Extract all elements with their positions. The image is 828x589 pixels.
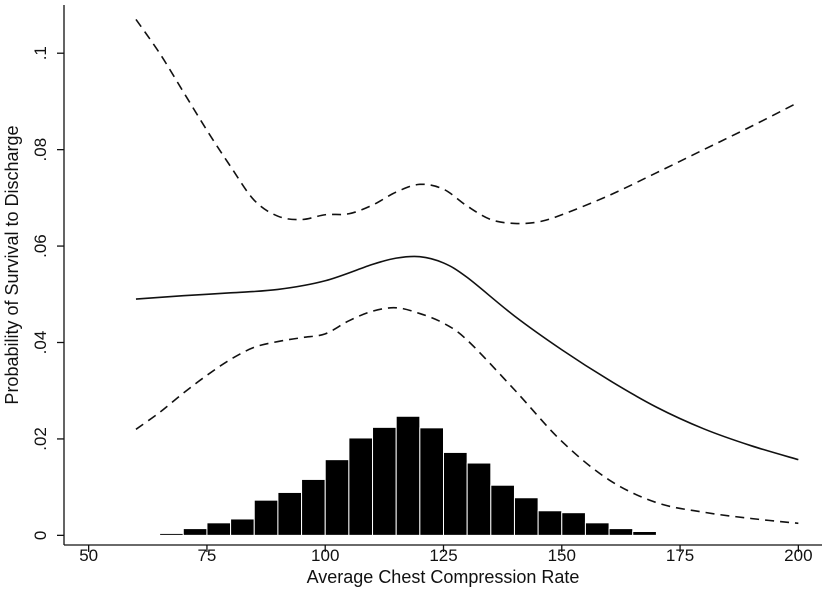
histogram-bar — [135, 533, 161, 536]
y-axis-ticks: 0 .02 .04 .06 .08 .1 — [31, 46, 64, 540]
histogram-bar — [443, 451, 468, 536]
y-tick-label: .04 — [31, 331, 50, 355]
histogram-bar — [490, 484, 515, 536]
histogram-bar — [513, 497, 539, 536]
histogram-bar — [584, 522, 610, 536]
series-layer — [135, 19, 799, 525]
histogram-bar — [206, 522, 232, 536]
histogram-bar — [608, 528, 634, 536]
y-tick-label: .02 — [31, 427, 50, 451]
histogram-bar — [419, 427, 444, 536]
confidence-band-line — [135, 19, 799, 225]
histogram-bar — [395, 415, 421, 536]
histogram-layer — [135, 415, 657, 536]
x-tick-label: 100 — [311, 546, 339, 565]
histogram-bar — [182, 528, 208, 536]
histogram-bar — [561, 512, 586, 536]
y-tick-label: .06 — [31, 234, 50, 258]
histogram-bar — [372, 426, 397, 536]
histogram-bar — [230, 518, 255, 536]
histogram-bar — [277, 491, 303, 536]
x-tick-label: 150 — [548, 546, 576, 565]
histogram-bar — [159, 532, 184, 536]
x-tick-label: 50 — [79, 546, 98, 565]
x-tick-label: 200 — [784, 546, 812, 565]
histogram-bar — [632, 531, 657, 536]
x-tick-label: 175 — [666, 546, 694, 565]
y-tick-label: 0 — [31, 531, 50, 540]
y-tick-label: .08 — [31, 138, 50, 162]
histogram-bar — [253, 499, 279, 536]
x-axis-label: Average Chest Compression Rate — [307, 567, 580, 587]
histogram-bar — [301, 478, 326, 536]
histogram-bar — [537, 510, 563, 536]
x-axis-ticks: 50 75 100 125 150 175 200 — [79, 545, 813, 565]
estimate-line — [135, 255, 799, 461]
histogram-bar — [324, 459, 350, 536]
y-axis-label: Probability of Survival to Discharge — [2, 125, 22, 404]
histogram-bar — [348, 437, 374, 536]
x-tick-label: 125 — [429, 546, 457, 565]
histogram-bar — [466, 462, 492, 536]
x-tick-label: 75 — [197, 546, 216, 565]
y-tick-label: .1 — [31, 46, 50, 60]
